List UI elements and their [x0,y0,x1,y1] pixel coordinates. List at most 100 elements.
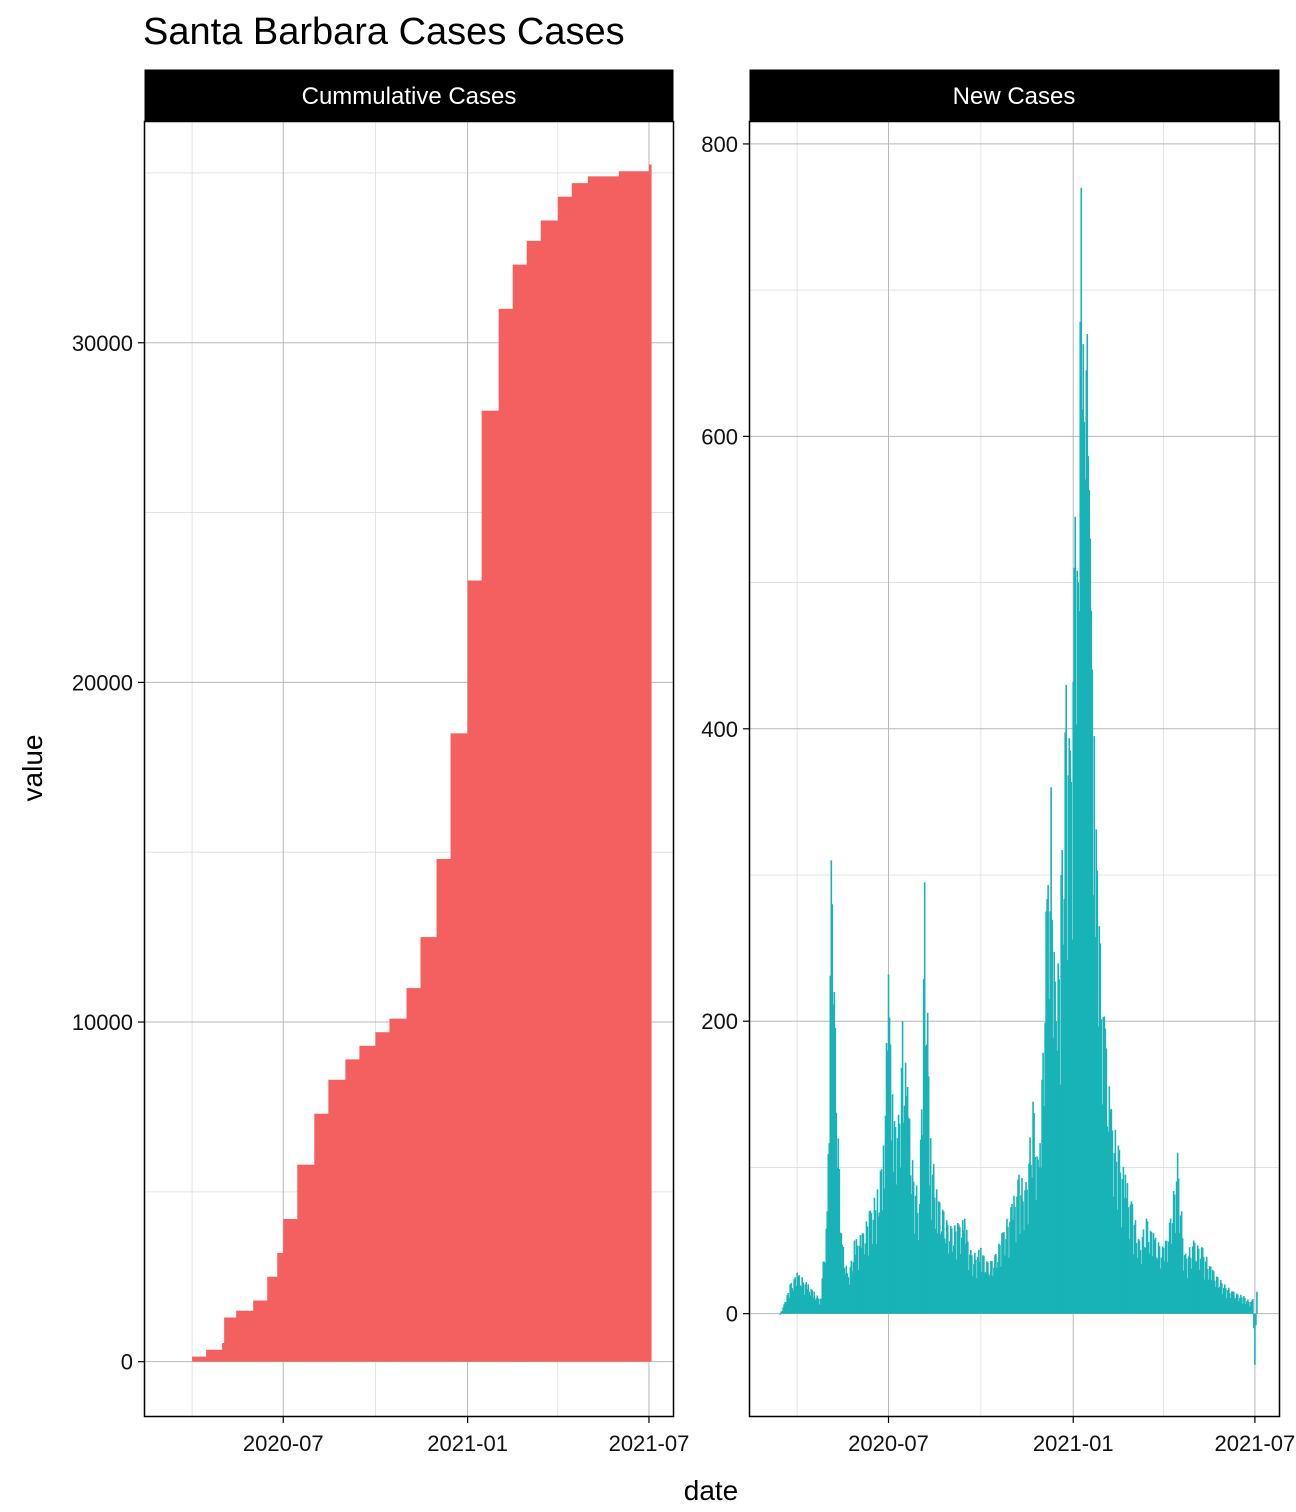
new-cases-bar [808,1291,811,1314]
new-cases-bar [951,1251,954,1314]
cumulative-bar [222,1342,225,1362]
new-cases-bar [1069,750,1072,1314]
new-cases-bar [1167,1241,1170,1314]
new-cases-bar [827,1154,830,1314]
new-cases-bar [837,1138,840,1314]
new-cases-bar [851,1271,854,1314]
new-cases-bar [1085,370,1088,1314]
new-cases-bar [936,1233,939,1314]
new-cases-bar [863,1254,866,1314]
new-cases-bar [959,1254,962,1314]
new-cases-bar [929,1138,932,1314]
new-cases-bar [1076,570,1079,1314]
cumulative-bar [206,1349,223,1362]
new-cases-bar [1082,344,1085,1314]
new-cases-bar [923,882,926,1314]
new-cases-bar [1028,1163,1030,1314]
new-cases-bar [802,1282,805,1314]
new-cases-bar [1232,1291,1234,1314]
new-cases-bar [1012,1219,1014,1314]
new-cases-bar [1064,732,1066,1314]
new-cases-bar [957,1224,960,1314]
new-cases-bar [1127,1207,1130,1314]
new-cases-bar [1179,1215,1182,1314]
new-cases-bar [1193,1242,1196,1314]
new-cases-bar [1237,1294,1239,1314]
new-cases-bar [950,1228,953,1314]
new-cases-bar [915,1185,918,1314]
cumulative-bar [512,264,528,1362]
strip-background-new [749,69,1280,122]
y-axis-new: 0 200 400 600 800 [701,132,750,1327]
new-cases-bar [1094,936,1097,1314]
new-cases-bar [949,1225,952,1314]
new-cases-bar [953,1225,956,1314]
new-cases-bar [790,1282,792,1314]
new-cases-bar [927,1076,930,1314]
new-cases-bar [791,1287,793,1314]
new-cases-bar [786,1295,788,1314]
new-cases-bar [835,1112,838,1314]
cumulative-bar [359,1045,377,1362]
new-cases-bar [871,1244,874,1314]
new-cases-bar [1084,479,1087,1314]
new-cases-bar [1056,1050,1058,1314]
new-cases-bar [856,1245,859,1314]
new-cases-bar [914,1195,917,1314]
cumulative-bar [389,1018,408,1362]
new-cases-bar [1024,1190,1026,1314]
new-cases-bar [800,1286,802,1314]
new-cases-bar [1228,1287,1230,1314]
new-cases-bar [910,1194,913,1314]
new-cases-bar [975,1259,977,1314]
new-cases-bar [839,1232,842,1314]
new-cases-bar [980,1247,982,1314]
new-cases-bar [789,1284,791,1314]
new-cases-bar [1135,1242,1138,1314]
new-cases-bar [1210,1280,1213,1314]
new-cases-bar [1178,1232,1181,1314]
new-cases-bar [1216,1277,1219,1314]
new-cases-bar [1067,775,1070,1314]
new-cases-bar [1073,567,1076,1314]
new-cases-bar [817,1298,820,1314]
new-cases-bar [1189,1257,1192,1314]
new-cases-bar [1042,1052,1044,1314]
new-cases-bar [1027,1224,1029,1314]
new-cases-bar [814,1299,817,1314]
new-cases-bar [1132,1254,1135,1314]
new-cases-bar [877,1216,880,1314]
new-cases-bar [823,1261,826,1314]
new-cases-bar [1062,944,1064,1314]
new-cases-bar [990,1260,992,1314]
new-cases-bar [1148,1253,1151,1314]
new-cases-bar [994,1255,996,1314]
new-cases-bar [1140,1264,1143,1314]
new-cases-bar [1215,1276,1218,1314]
new-cases-bar [883,1188,886,1314]
new-cases-bar [1188,1247,1191,1314]
cumulative-bar [467,580,483,1362]
new-cases-bar [906,1087,909,1314]
y-tick-label: 400 [701,717,738,742]
new-cases-bar [933,1197,936,1314]
new-cases-bar [1150,1232,1153,1314]
new-cases-bar [909,1175,912,1314]
new-cases-bar [885,1042,888,1314]
new-cases-bar [1057,963,1059,1314]
new-cases-bar [812,1297,815,1314]
new-cases-bar [860,1248,863,1314]
new-cases-bar [1026,1189,1028,1314]
new-cases-bar [788,1297,790,1314]
cumulative-bar [587,176,620,1362]
new-cases-bar [867,1255,870,1314]
new-cases-bar [1208,1266,1211,1314]
new-cases-bar [1010,1207,1012,1314]
new-cases-bar [831,904,834,1314]
y-axis-cumulative: 0 10000 20000 30000 [72,331,145,1375]
new-cases-bar [984,1272,986,1314]
cumulative-bar [648,164,652,1362]
cumulative-bar [481,410,500,1362]
y-tick-label: 0 [726,1302,738,1327]
new-cases-bar [1065,684,1067,1314]
